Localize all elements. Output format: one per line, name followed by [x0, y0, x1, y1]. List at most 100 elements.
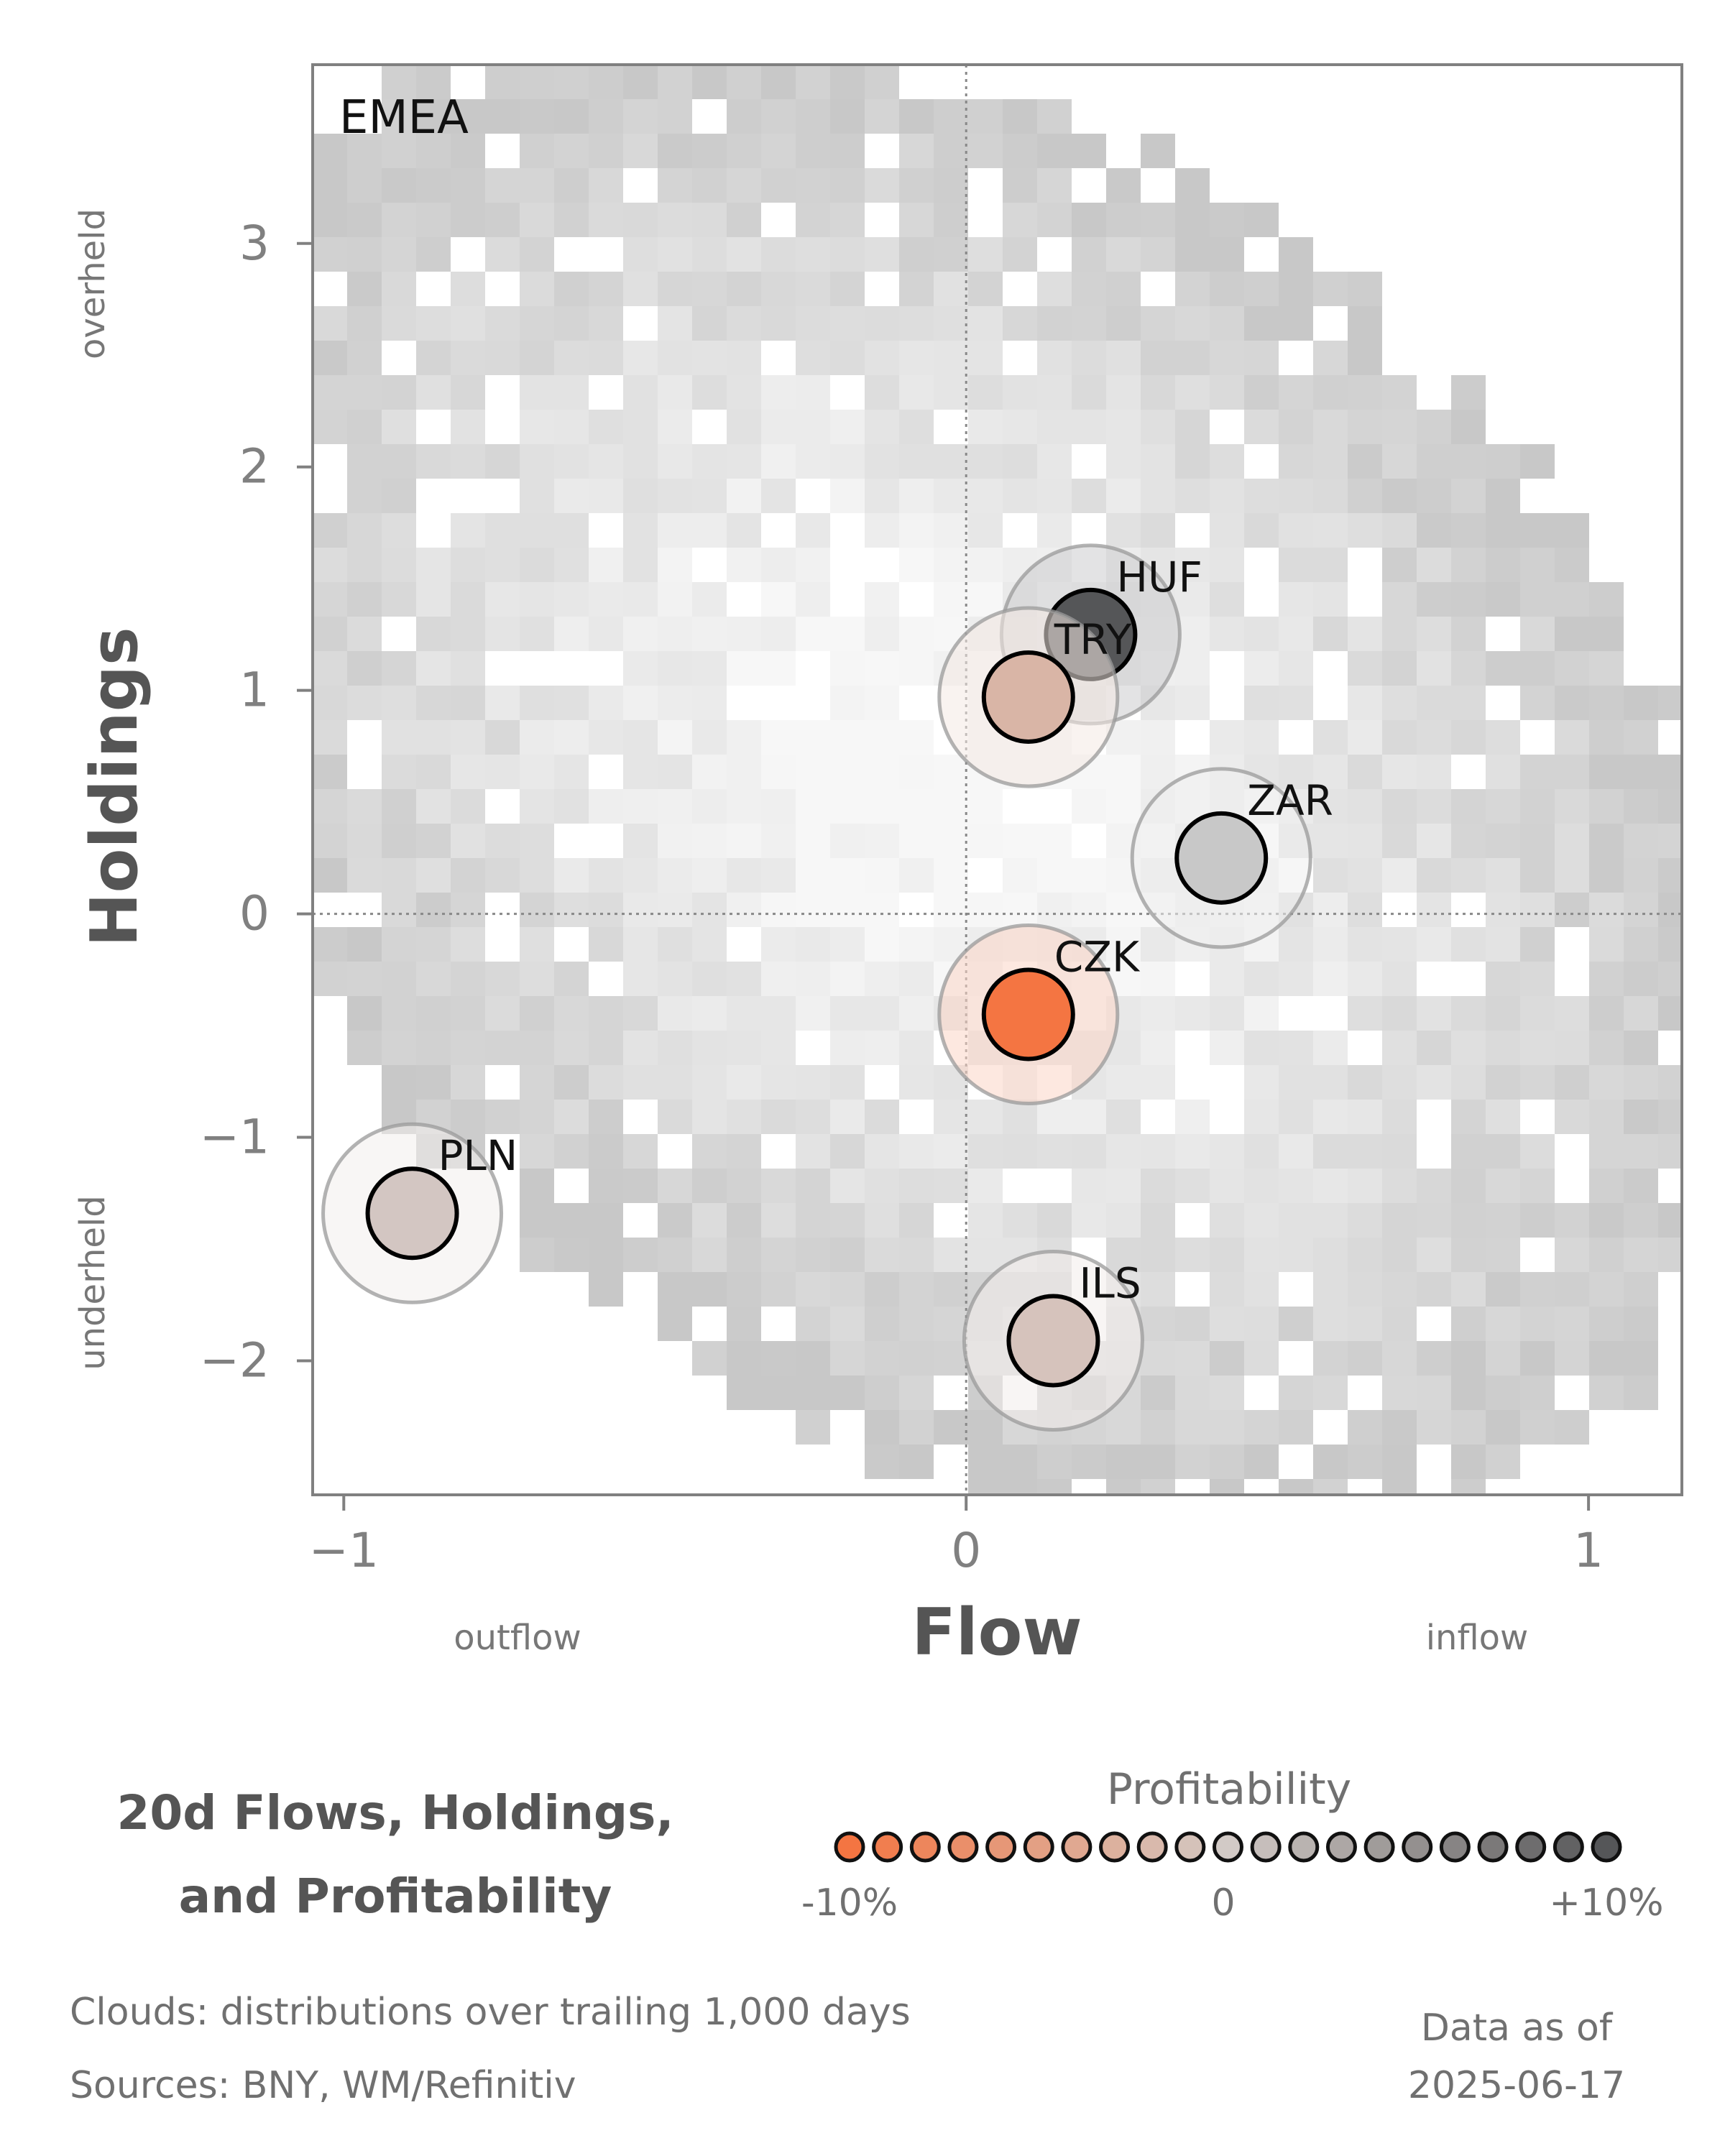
cloud-cell [1520, 1134, 1555, 1169]
cloud-cell [658, 720, 692, 755]
legend-dot [1439, 1831, 1471, 1863]
cloud-cell [1486, 479, 1520, 513]
cloud-cell [1382, 1272, 1417, 1307]
cloud-cell [554, 1238, 589, 1272]
cloud-cell [520, 996, 554, 1031]
cloud-cell [1313, 410, 1348, 444]
cloud-cell [589, 65, 623, 99]
cloud-cell [554, 789, 589, 824]
cloud-cell [1106, 1203, 1141, 1238]
cloud-cell [1417, 858, 1451, 893]
cloud-cell [313, 651, 347, 686]
reference-lines [313, 65, 1682, 1495]
point-label: PLN [438, 1131, 518, 1180]
cloud-cell [1520, 1031, 1555, 1065]
cloud-cell [1382, 1031, 1417, 1065]
cloud-cell [313, 582, 347, 617]
cloud-cell [416, 444, 451, 479]
cloud-cell [1106, 479, 1141, 513]
cloud-cell [1658, 893, 1682, 927]
cloud-cell [1348, 720, 1382, 755]
cloud-cell [1589, 1134, 1624, 1169]
cloud-cell [1141, 1479, 1175, 1495]
cloud-cell [313, 789, 347, 824]
cloud-cell [830, 168, 865, 203]
cloud-cell [830, 272, 865, 306]
cloud-cell [899, 1169, 934, 1203]
cloud-cell [727, 1100, 761, 1134]
cloud-cell [761, 134, 796, 168]
cloud-cell [761, 237, 796, 272]
cloud-cell [865, 1307, 899, 1341]
cloud-cell [382, 410, 416, 444]
cloud-cell [1072, 237, 1106, 272]
cloud-cell [658, 479, 692, 513]
cloud-cell [554, 479, 589, 513]
cloud-cell [382, 1031, 416, 1065]
cloud-cell [968, 410, 1003, 444]
cloud-cell [416, 1065, 451, 1100]
cloud-cell [1589, 686, 1624, 720]
cloud-cell [416, 824, 451, 858]
cloud-cell [1210, 1479, 1244, 1495]
cloud-cell [1279, 1479, 1313, 1495]
cloud-cell [796, 237, 830, 272]
cloud-cell [968, 341, 1003, 375]
cloud-cell [1244, 203, 1279, 237]
cloud-cell [1037, 341, 1072, 375]
cloud-cell [1382, 755, 1417, 789]
cloud-cell [1382, 444, 1417, 479]
cloud-cell [1658, 789, 1682, 824]
cloud-cell [1210, 720, 1244, 755]
cloud-cell [692, 65, 727, 99]
cloud-cell [1106, 1100, 1141, 1134]
cloud-cell [1417, 893, 1451, 927]
cloud-cell [451, 1031, 485, 1065]
cloud-cell [658, 375, 692, 410]
cloud-cell [761, 1272, 796, 1307]
cloud-cell [1589, 617, 1624, 651]
cloud-cell [1244, 1065, 1279, 1100]
cloud-cell [1555, 996, 1589, 1031]
cloud-cell [830, 99, 865, 134]
cloud-cell [1003, 99, 1037, 134]
cloud-cell [1348, 1410, 1382, 1445]
cloud-cell [1313, 1479, 1348, 1495]
cloud-cell [485, 858, 520, 893]
cloud-cell [485, 755, 520, 789]
cloud-cell [692, 444, 727, 479]
cloud-cell [1175, 203, 1210, 237]
cloud-cell [416, 789, 451, 824]
cloud-cell [1279, 272, 1313, 306]
cloud-cell [727, 893, 761, 927]
cloud-cell [934, 858, 968, 893]
cloud-cell [1279, 410, 1313, 444]
cloud-cell [934, 1307, 968, 1341]
scatter-point [1006, 1294, 1100, 1388]
cloud-cell [520, 341, 554, 375]
cloud-cell [1348, 893, 1382, 927]
cloud-cell [554, 513, 589, 548]
cloud-cell [899, 272, 934, 306]
cloud-cell [416, 651, 451, 686]
cloud-cell [451, 1065, 485, 1100]
cloud-cell [589, 341, 623, 375]
cloud-cell [830, 444, 865, 479]
cloud-cell [1106, 1410, 1141, 1445]
cloud-cell [1348, 1272, 1382, 1307]
cloud-cell [589, 168, 623, 203]
cloud-cell [1037, 306, 1072, 341]
cloud-cell [347, 824, 382, 858]
cloud-cell [830, 1376, 865, 1410]
cloud-cell [623, 1238, 658, 1272]
cloud-cell [1348, 479, 1382, 513]
cloud-cell [1624, 789, 1658, 824]
cloud-cell [382, 513, 416, 548]
cloud-cell [1555, 1272, 1589, 1307]
cloud-cell [1313, 824, 1348, 858]
cloud-cell [416, 858, 451, 893]
cloud-cell [313, 237, 347, 272]
cloud-cell [727, 996, 761, 1031]
cloud-cell [968, 1134, 1003, 1169]
cloud-cell [589, 1203, 623, 1238]
